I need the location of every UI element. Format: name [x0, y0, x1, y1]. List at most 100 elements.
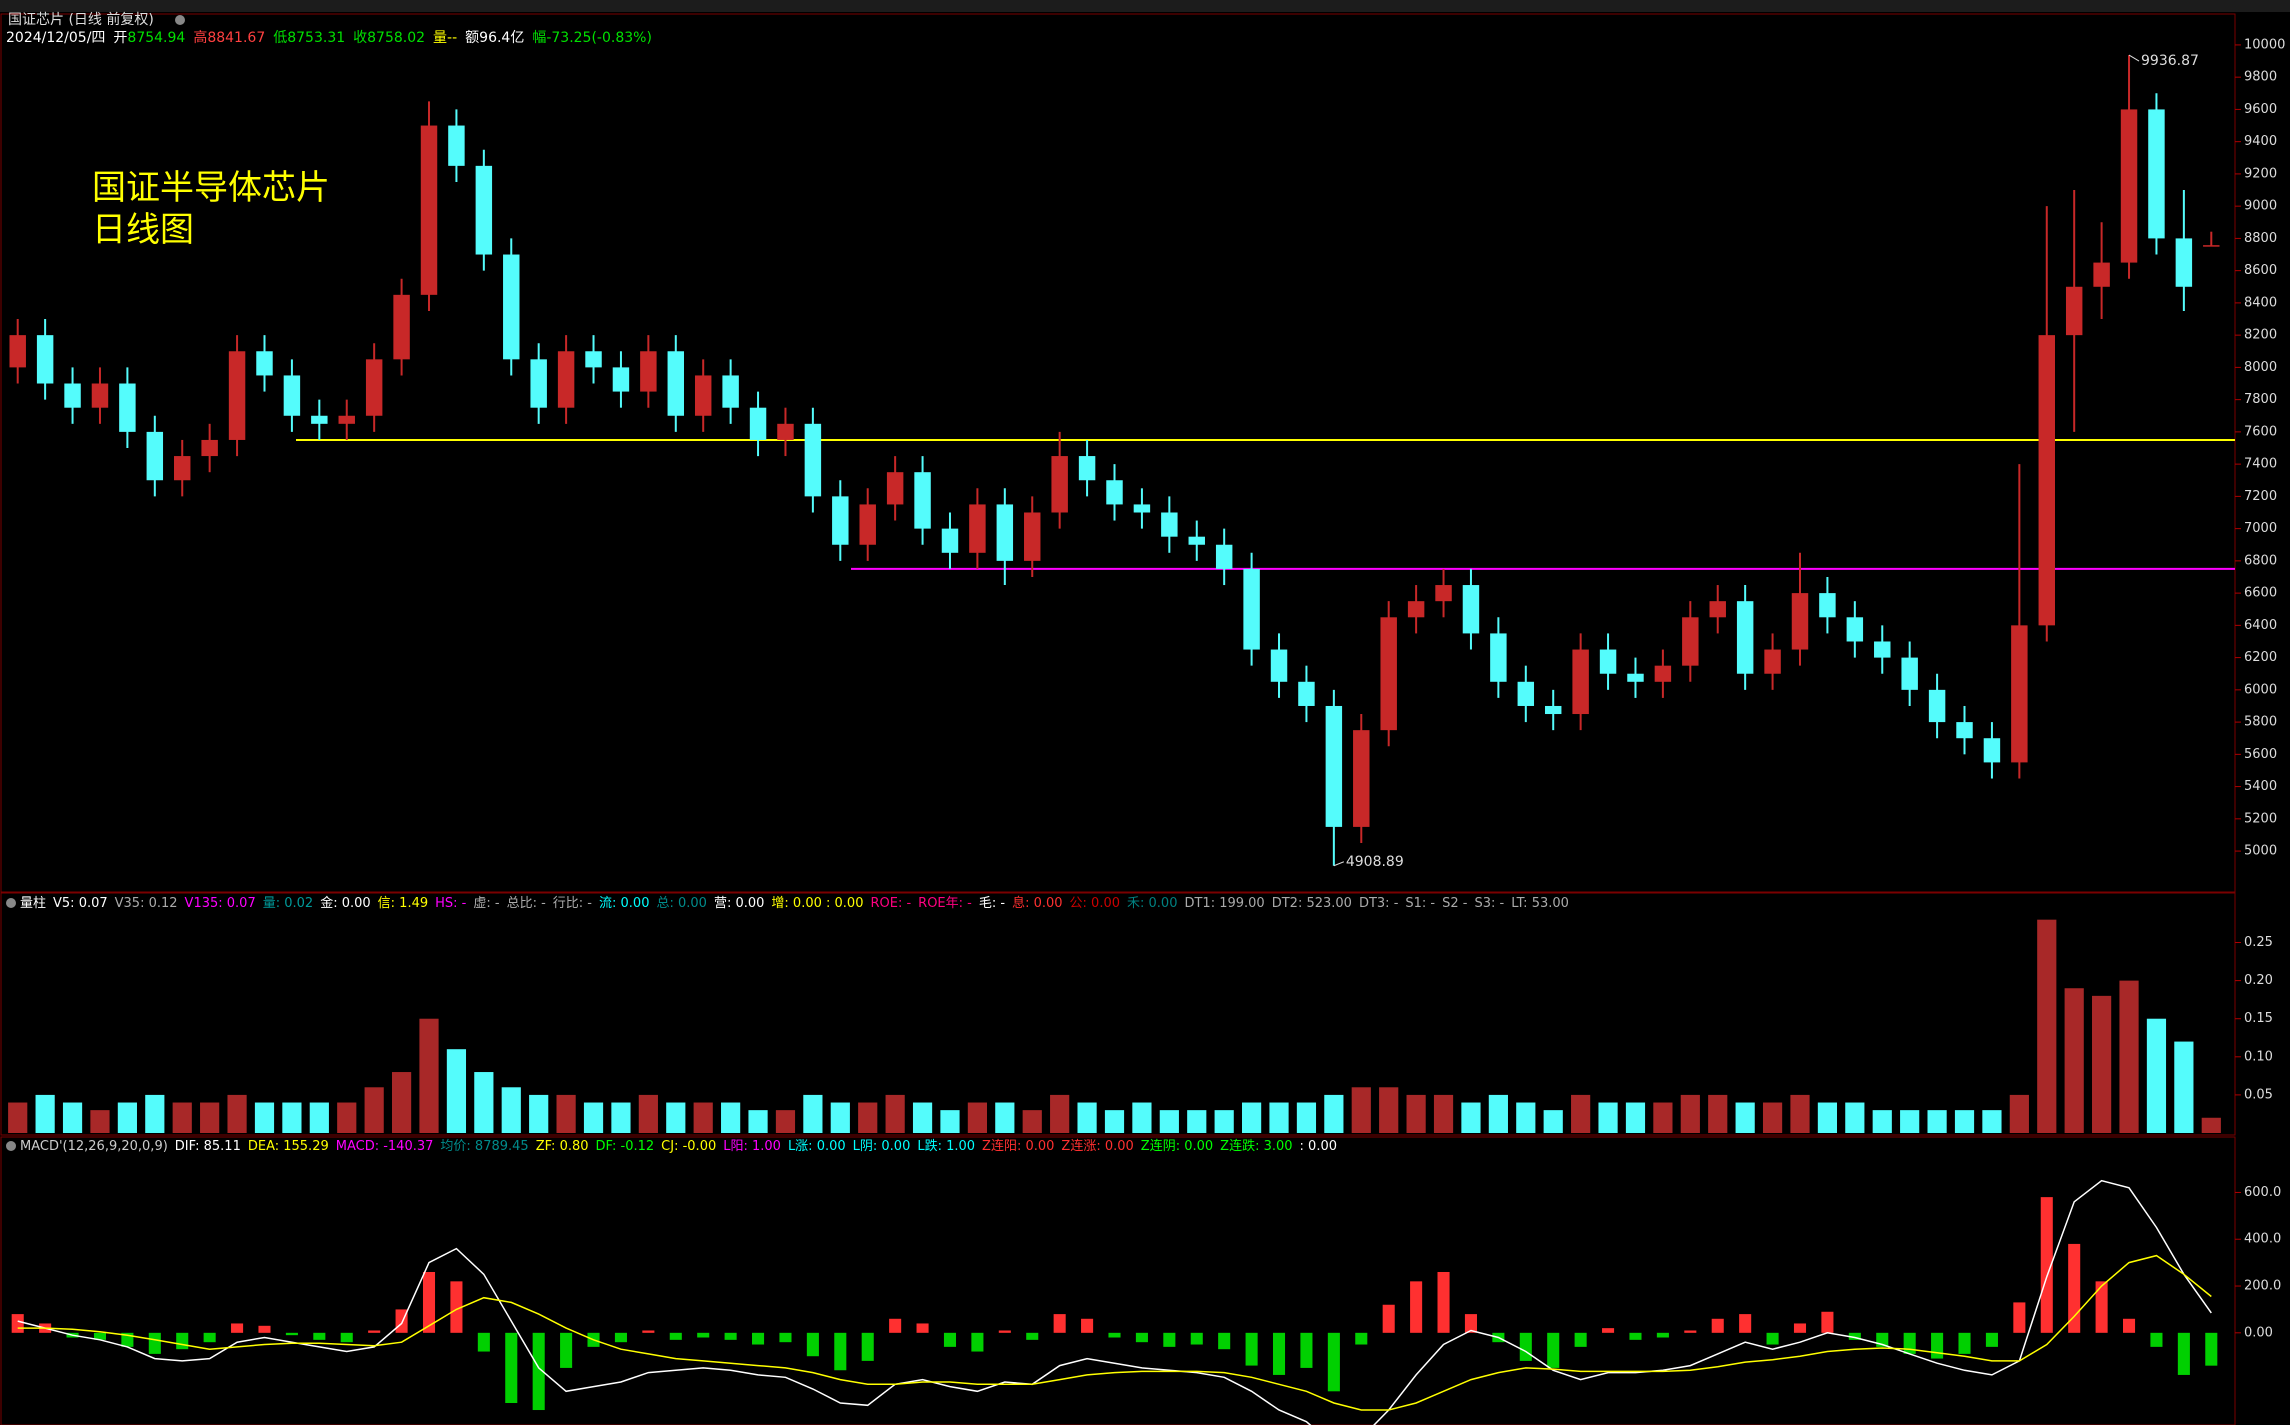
macd-bar — [2068, 1243, 2081, 1333]
candle-body — [2093, 262, 2110, 287]
y-tick-label: 9400 — [2244, 134, 2277, 149]
indicator-item: 虚: - — [473, 896, 500, 911]
volume-bar — [1488, 1094, 1508, 1133]
high-label: 高 — [193, 29, 207, 46]
volume-bar — [1159, 1110, 1179, 1133]
volume-bar — [1516, 1102, 1536, 1133]
candle-body — [777, 423, 794, 440]
candle-body — [1024, 512, 1041, 561]
indicator-line: 量柱 V5: 0.07 V35: 0.12 V135: 0.07 量: 0.02 金: 0… — [20, 895, 1569, 911]
indicator-item: Z连涨: 0.00 — [1061, 1138, 1133, 1154]
y-tick-label: 9600 — [2244, 102, 2277, 117]
y-tick-label: 0.20 — [2244, 973, 2273, 988]
volume-bar — [721, 1102, 741, 1133]
macd-bar — [971, 1332, 984, 1352]
macd-bar — [1793, 1323, 1807, 1333]
candle-body — [2038, 335, 2055, 626]
macd-bar — [806, 1332, 819, 1357]
candle-body — [969, 504, 986, 553]
indicator-item: 金: 0.00 — [320, 895, 370, 911]
volume-bar — [583, 1102, 604, 1133]
quote-date: 2024/12/05/四 — [6, 30, 105, 46]
indicator-item: 总: 0.00 — [656, 896, 706, 911]
volume-bar — [2174, 1041, 2194, 1133]
macd-bar — [1684, 1330, 1697, 1333]
quote-line: 2024/12/05/四 开8754.94 高8841.67 低8753.31 收875… — [6, 29, 652, 46]
volume-bar — [638, 1094, 658, 1133]
indicator-item: 均价: 8789.45 — [440, 1139, 528, 1154]
candle-body — [9, 335, 26, 368]
macd-bar — [1382, 1304, 1395, 1333]
candle-body — [1298, 681, 1315, 706]
volume-bar — [200, 1102, 220, 1133]
indicator-item: 行比: - — [553, 896, 593, 911]
candle-body — [146, 431, 164, 481]
indicator-item: 量: 0.02 — [263, 896, 313, 911]
candle-body — [1490, 633, 1507, 682]
macd-bar — [231, 1323, 244, 1333]
volume-bar — [8, 1102, 28, 1133]
candle-body — [667, 351, 685, 416]
candle-body — [996, 504, 1014, 561]
y-tick-label: 6800 — [2244, 553, 2277, 568]
volume-bar — [1242, 1102, 1262, 1133]
volume-bar — [967, 1102, 987, 1133]
macd-bar — [1108, 1332, 1121, 1338]
volume-bar — [1324, 1094, 1344, 1133]
macd-bar — [1931, 1332, 1944, 1359]
indicator-item: L涨: 0.00 — [788, 1139, 846, 1154]
close-label: 收 — [353, 30, 367, 46]
macd-bar — [943, 1332, 957, 1347]
volume-bar — [1379, 1087, 1399, 1133]
macd-bar — [368, 1330, 381, 1333]
candle-body — [1819, 593, 1836, 618]
candle-body — [1764, 649, 1781, 674]
volume-bar — [1214, 1110, 1234, 1133]
y-tick-label: 0.15 — [2244, 1011, 2273, 1026]
macd-bar — [560, 1332, 573, 1368]
indicator-item: V35: 0.12 — [115, 896, 178, 911]
macd-bar — [532, 1332, 545, 1411]
volume-bar — [529, 1094, 549, 1133]
macd-bar — [1821, 1311, 1834, 1333]
indicator-item: S1: - — [1405, 896, 1435, 911]
volume-bar — [117, 1102, 137, 1133]
volume-bar — [391, 1072, 412, 1133]
macd-bar — [1985, 1332, 1998, 1347]
macd-bar — [93, 1332, 107, 1340]
indicator-item: 信: 1.49 — [378, 896, 428, 911]
volume-bar — [1296, 1102, 1317, 1133]
macd-bar — [889, 1318, 902, 1333]
macd-bar — [2177, 1332, 2190, 1375]
indicator-item: 流: 0.00 — [599, 896, 649, 911]
y-tick-label: 8600 — [2244, 263, 2277, 278]
candle-body — [749, 407, 767, 440]
candle-body — [2011, 625, 2028, 763]
volume-bar — [1845, 1102, 1865, 1133]
candle-body — [1846, 617, 1864, 642]
low-label: 低 — [273, 30, 287, 46]
macd-bar — [477, 1332, 490, 1352]
macd-bar — [1190, 1332, 1203, 1345]
candle-body — [393, 294, 410, 360]
y-tick-label: 9200 — [2244, 166, 2277, 181]
indicator-item: Z连阳: 0.00 — [982, 1138, 1054, 1154]
volume-bar — [1982, 1110, 2002, 1133]
indicator-item: LT: 53.00 — [1511, 896, 1569, 911]
macd-bar — [1437, 1271, 1450, 1333]
macd-bar — [148, 1332, 161, 1354]
candle-body — [1051, 456, 1068, 513]
candle-body — [1736, 601, 1754, 674]
indicator-item: HS: - — [435, 896, 467, 911]
candle-body — [1133, 504, 1151, 513]
y-tick-label: 600.0 — [2244, 1185, 2281, 1200]
volume-text: 量-- — [433, 30, 457, 46]
volume-bar — [501, 1087, 521, 1133]
macd-bar — [1464, 1314, 1477, 1333]
indicator-item: DT1: 199.00 — [1184, 896, 1264, 911]
macd-bar — [916, 1323, 929, 1333]
y-tick-label: 8200 — [2244, 328, 2277, 343]
candle-body — [174, 456, 191, 481]
